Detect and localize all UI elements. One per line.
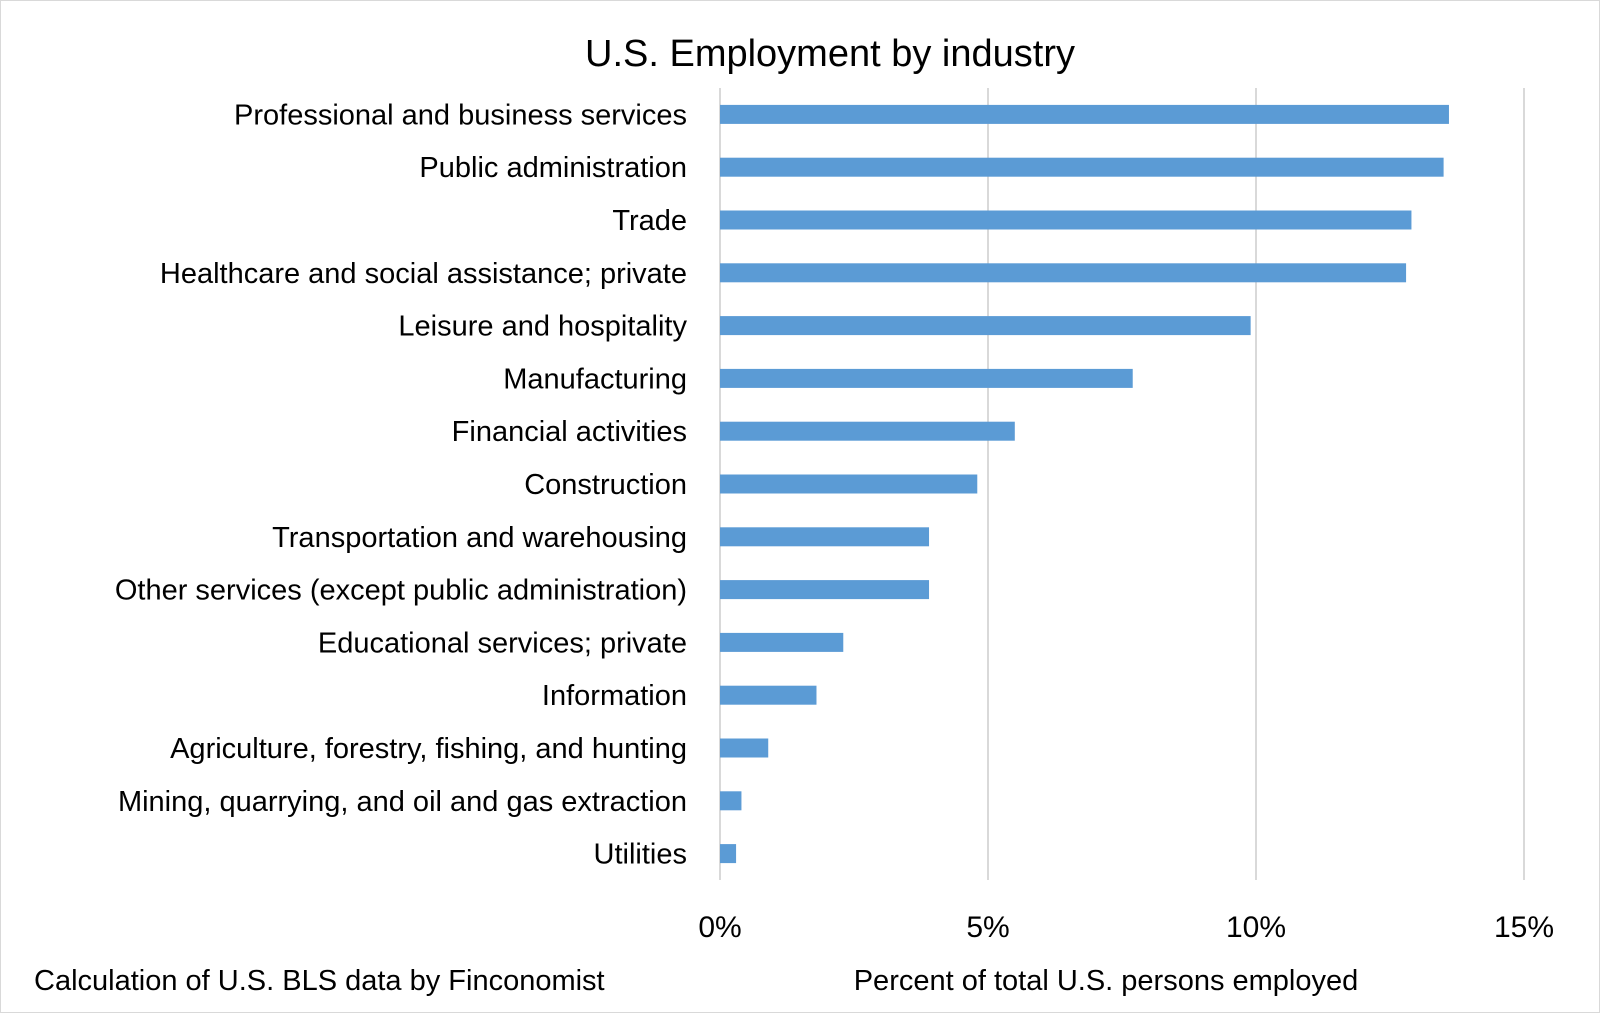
x-tick-label: 5%: [966, 911, 1009, 944]
chart-title: U.S. Employment by industry: [585, 33, 1075, 75]
category-label: Construction: [524, 469, 687, 501]
category-label: Agriculture, forestry, fishing, and hunt…: [170, 733, 687, 765]
bar: [720, 474, 978, 494]
bar: [720, 580, 930, 600]
category-label: Information: [542, 680, 687, 712]
x-tick-label: 0%: [698, 911, 741, 944]
bar: [720, 210, 1412, 230]
category-label: Leisure and hospitality: [398, 311, 687, 343]
bar: [720, 738, 769, 758]
bars: [720, 104, 1449, 864]
bar: [720, 791, 742, 811]
bar: [720, 316, 1251, 336]
x-axis-label: Percent of total U.S. persons employed: [854, 965, 1359, 997]
bar: [720, 685, 817, 705]
category-label: Educational services; private: [318, 627, 687, 659]
category-label: Mining, quarrying, and oil and gas extra…: [118, 786, 687, 818]
category-label: Utilities: [594, 839, 687, 871]
category-label: Public administration: [419, 152, 687, 184]
bar: [720, 104, 1449, 124]
bar: [720, 421, 1015, 441]
bar: [720, 157, 1444, 177]
category-label: Financial activities: [452, 416, 687, 448]
category-label: Transportation and warehousing: [272, 522, 687, 554]
category-labels: Professional and business services Public…: [115, 99, 688, 870]
category-label: Other services (except public administra…: [115, 575, 687, 607]
category-label: Healthcare and social assistance; privat…: [160, 258, 687, 290]
category-label: Manufacturing: [503, 363, 687, 395]
x-tick-label: 10%: [1226, 911, 1286, 944]
x-tick-label: 15%: [1494, 911, 1554, 944]
x-tick-labels: 0% 5% 10% 15%: [698, 911, 1554, 944]
category-label: Professional and business services: [234, 99, 687, 131]
source-note: Calculation of U.S. BLS data by Finconom…: [34, 965, 605, 997]
bar: [720, 632, 844, 652]
bar: [720, 844, 737, 864]
category-label: Trade: [612, 205, 687, 237]
bar: [720, 368, 1133, 388]
bar: [720, 527, 930, 547]
bar: [720, 263, 1407, 283]
